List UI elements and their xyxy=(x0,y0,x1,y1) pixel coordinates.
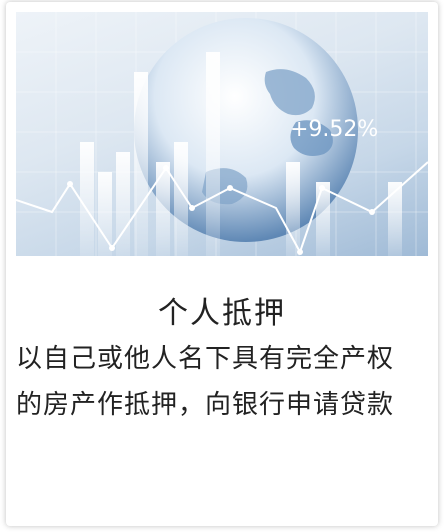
card-description: 以自己或他人名下具有完全产权 的房产作抵押，向银行申请贷款 xyxy=(16,336,430,428)
description-line-2: 的房产作抵押，向银行申请贷款 xyxy=(16,390,395,420)
card-title: 个人抵押 xyxy=(158,296,286,331)
finance-globe-illustration: +9.52% xyxy=(16,12,428,256)
growth-badge: +9.52% xyxy=(290,117,378,142)
banner-image: +9.52% xyxy=(16,12,428,256)
description-line-1: 以自己或他人名下具有完全产权 xyxy=(16,344,395,374)
loan-card[interactable]: +9.52% 个人抵押 以自己或他人名下具有完全产权 的房产作抵押，向银行申请贷… xyxy=(6,2,438,526)
